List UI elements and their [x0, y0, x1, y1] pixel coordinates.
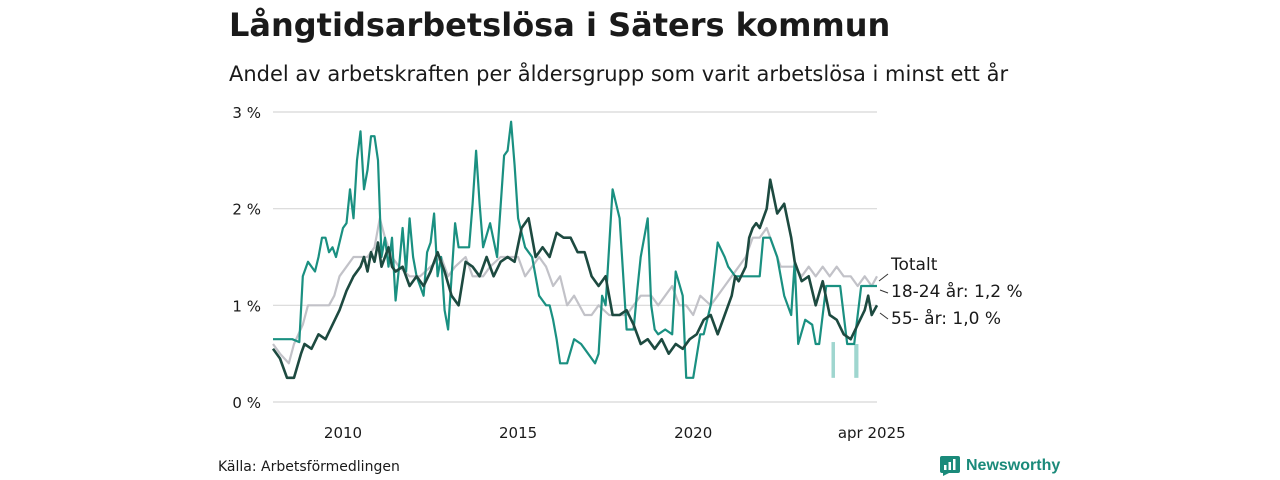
uncertainty-bands: [831, 342, 859, 378]
uncertainty-band: [831, 342, 835, 378]
series-line-older: [271, 178, 879, 380]
y-tick-label: 3 %: [232, 104, 261, 122]
chart-title: Långtidsarbetslösa i Säters kommun: [229, 6, 891, 44]
label-leader-line: [878, 273, 889, 282]
series-labels: Totalt 18-24 år: 1,2 % 55- år: 1,0 %: [878, 255, 1023, 329]
y-tick-label: 0 %: [232, 394, 261, 412]
label-leader-line: [879, 289, 889, 294]
y-axis-ticks: 0 % 1 % 2 % 3 %: [232, 104, 261, 412]
series-line-totalt: [272, 217, 878, 365]
y-tick-label: 1 %: [232, 297, 261, 315]
series-label-older: 55- år: 1,0 %: [891, 308, 1001, 329]
chart-subtitle: Andel av arbetskraften per åldersgrupp s…: [229, 62, 1009, 86]
x-tick-label: 2020: [674, 424, 712, 442]
x-tick-label: 2015: [499, 424, 537, 442]
newsworthy-logo-icon: [940, 456, 960, 476]
x-axis-ticks: 2010 2015 2020 apr 2025: [324, 424, 906, 442]
x-tick-label: 2010: [324, 424, 362, 442]
brand-logo: Newsworthy: [940, 456, 1060, 476]
series-label-youth: 18-24 år: 1,2 %: [891, 281, 1023, 302]
source-note: Källa: Arbetsförmedlingen: [218, 459, 400, 475]
series-label-totalt: Totalt: [890, 255, 938, 275]
brand-name: Newsworthy: [966, 457, 1061, 474]
label-leader-line: [879, 312, 889, 320]
series-line-youth: [273, 120, 877, 379]
uncertainty-band: [854, 344, 859, 378]
y-tick-label: 2 %: [232, 201, 261, 219]
series-lines: [271, 120, 879, 380]
x-tick-label: apr 2025: [838, 424, 906, 442]
